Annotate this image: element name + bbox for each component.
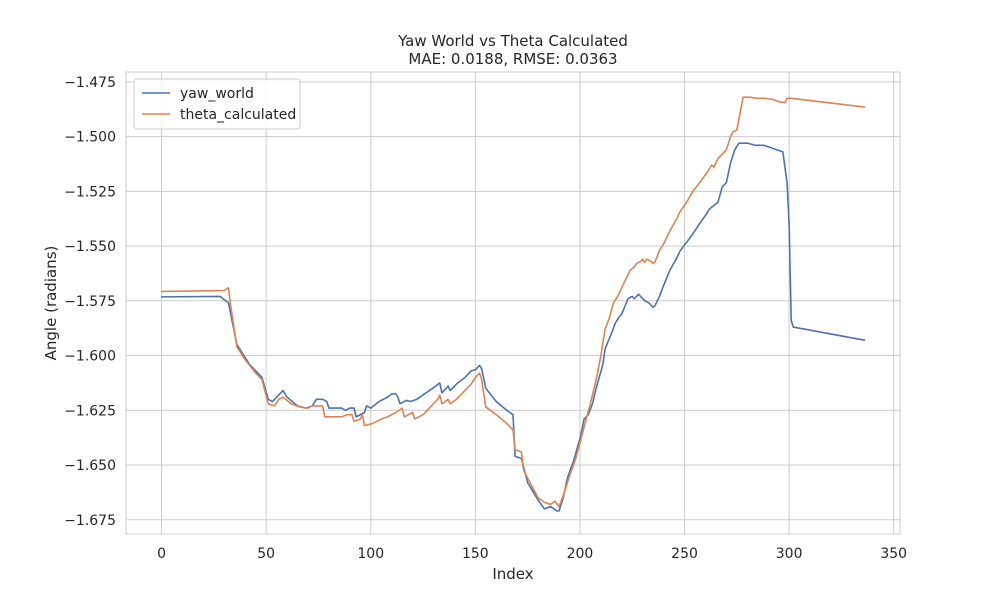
x-tick-label: 0 (157, 546, 166, 562)
legend-label-yaw-world: yaw_world (180, 86, 254, 102)
y-tick-label: −1.650 (64, 458, 116, 474)
chart-subtitle: MAE: 0.0188, RMSE: 0.0363 (408, 50, 617, 68)
series-lines (160, 96, 866, 512)
series-line-theta-calculated (160, 96, 866, 508)
y-tick-label: −1.550 (64, 239, 116, 255)
y-tick-label: −1.625 (64, 403, 116, 419)
x-tick-label: 150 (462, 546, 489, 562)
x-tick-label: 300 (776, 546, 803, 562)
x-tick-label: 100 (357, 546, 384, 562)
y-tick-labels: −1.675 −1.650 −1.625 −1.600 −1.575 −1.550 −1.5… (64, 75, 116, 529)
y-tick-label: −1.475 (64, 75, 116, 91)
legend-box (133, 78, 301, 130)
y-tick-label: −1.500 (64, 130, 116, 146)
y-tick-label: −1.575 (64, 294, 116, 310)
grid (126, 72, 900, 534)
legend-label-theta-calculated: theta_calculated (180, 107, 296, 123)
x-tick-label: 50 (257, 546, 275, 562)
y-tick-label: −1.600 (64, 349, 116, 365)
x-tick-labels: 0 50 100 150 200 250 300 350 (157, 546, 907, 562)
y-tick-label: −1.525 (64, 184, 116, 200)
y-tick-label: −1.675 (64, 513, 116, 529)
x-axis-label: Index (492, 565, 533, 583)
plot-frame (125, 71, 901, 535)
legend: yaw_world theta_calculated (133, 78, 301, 130)
series-line-yaw-world (160, 142, 866, 512)
x-tick-label: 350 (880, 546, 907, 562)
x-tick-label: 200 (567, 546, 594, 562)
chart-title: Yaw World vs Theta Calculated (397, 32, 628, 50)
y-axis-label: Angle (radians) (42, 246, 60, 361)
x-tick-label: 250 (671, 546, 698, 562)
